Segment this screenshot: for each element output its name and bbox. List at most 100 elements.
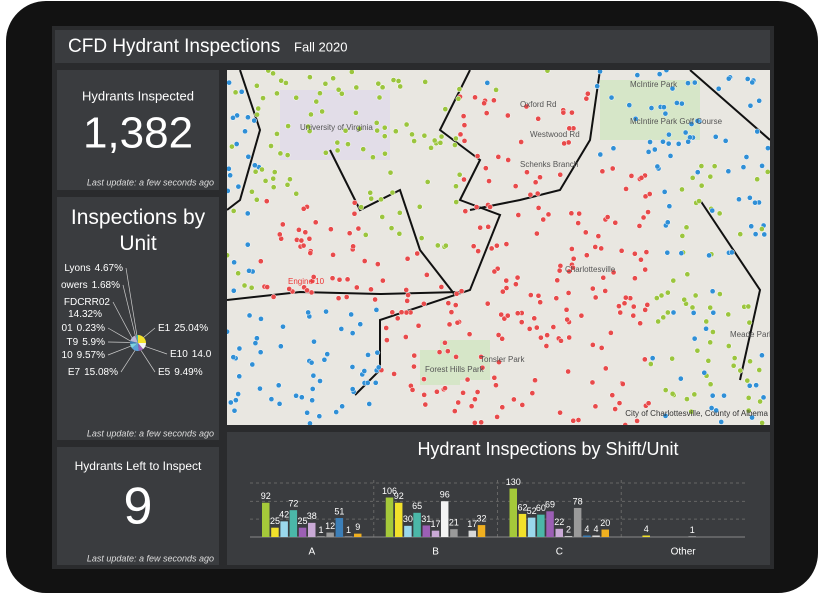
hydrant-point	[662, 387, 669, 393]
hydrant-point	[674, 100, 680, 106]
hydrant-point	[423, 272, 430, 278]
hydrant-point	[679, 233, 686, 239]
bar-label: 21	[449, 518, 459, 528]
hydrant-point	[646, 191, 653, 197]
hydrant-point	[391, 371, 397, 377]
hydrant-point	[592, 294, 599, 301]
hydrant-point	[334, 139, 341, 146]
pie-title-line: Unit	[119, 232, 157, 255]
hydrant-point	[486, 178, 492, 184]
hydrant-point	[249, 188, 255, 195]
hydrant-point	[604, 214, 611, 220]
hydrant-point	[468, 403, 475, 410]
hydrant-point	[725, 75, 732, 82]
pie-slice	[130, 343, 138, 349]
hydrant-point	[744, 377, 751, 384]
hydrant-point	[754, 128, 761, 135]
hydrant-point	[460, 389, 466, 396]
hydrant-point	[264, 284, 271, 290]
map-label: Charlottesville	[565, 265, 616, 274]
hydrant-point	[708, 405, 715, 411]
bar	[298, 527, 307, 537]
hydrant-point	[679, 100, 685, 107]
bar-panel	[227, 432, 770, 565]
hydrant-point	[384, 337, 390, 343]
hydrant-point	[638, 256, 644, 263]
hydrant-point	[456, 171, 463, 178]
hydrant-point	[353, 109, 359, 116]
bar-label: 25	[270, 516, 280, 526]
hydrant-point	[494, 242, 500, 249]
hydrant-point	[667, 153, 674, 159]
hydrant-point	[351, 199, 358, 206]
bar-label: 51	[334, 506, 344, 516]
hydrant-point	[599, 168, 606, 175]
hydrant-point	[569, 109, 575, 116]
hydrant-point	[749, 79, 756, 86]
hydrant-point	[395, 78, 402, 84]
hydrant-point	[641, 356, 648, 363]
pie-panel	[57, 197, 219, 440]
hydrant-point	[645, 149, 652, 155]
hydrant-point	[608, 330, 614, 336]
hydrant-point	[390, 77, 397, 83]
hydrant-point	[324, 351, 331, 357]
hydrant-point	[653, 295, 660, 301]
hydrant-point	[688, 408, 695, 415]
indicator-footer: Last update: a few seconds ago	[87, 177, 214, 187]
hydrant-point	[329, 275, 336, 282]
hydrant-point	[293, 94, 300, 101]
hydrant-point	[707, 304, 714, 311]
hydrant-point	[662, 110, 669, 117]
hydrant-point	[597, 70, 603, 75]
pie-label: E1 25.04%	[158, 323, 208, 334]
hydrant-point	[322, 149, 329, 156]
bar	[271, 527, 279, 537]
hydrant-point	[610, 269, 617, 276]
hydrant-point	[616, 303, 622, 309]
pie-label-name: 01	[62, 323, 74, 334]
hydrant-point	[594, 83, 601, 90]
hydrant-point	[236, 345, 243, 352]
hydrant-point	[731, 355, 738, 361]
hydrant-point	[362, 232, 369, 238]
hydrant-point	[379, 84, 386, 91]
hydrant-point	[293, 190, 300, 197]
hydrant-point	[254, 111, 260, 118]
hydrant-point	[298, 394, 305, 401]
hydrant-point	[453, 354, 459, 360]
hydrant-point	[453, 183, 459, 190]
hydrant-point	[231, 407, 238, 414]
hydrant-point	[759, 163, 765, 169]
hydrant-point	[271, 169, 278, 175]
hydrant-point	[404, 255, 411, 262]
hydrant-point	[515, 212, 522, 218]
hydrant-point	[343, 294, 350, 300]
indicator-title: Hydrants Left to Inspect	[75, 459, 202, 473]
hydrant-point	[265, 70, 272, 74]
hydrant-point	[483, 110, 490, 116]
leader-line	[140, 350, 156, 373]
hydrant-point	[550, 324, 557, 330]
pie-slice	[131, 343, 139, 351]
hydrant-point	[389, 189, 396, 196]
hydrant-point	[634, 72, 641, 78]
hydrant-point	[375, 364, 382, 371]
hydrant-point	[709, 288, 716, 295]
hydrant-point	[608, 94, 615, 101]
hydrant-point	[764, 169, 770, 175]
leader-line	[122, 284, 136, 336]
bar-label: 60	[536, 503, 546, 513]
hydrant-point	[307, 74, 313, 81]
hydrant-point	[252, 162, 258, 169]
hydrant-point	[338, 326, 345, 332]
hydrant-point	[298, 237, 305, 244]
hydrant-point	[368, 286, 374, 293]
hydrant-point	[554, 277, 561, 284]
pie-label-value: 9.49%	[174, 367, 202, 378]
hydrant-point	[665, 140, 672, 147]
hydrant-point	[477, 224, 483, 231]
hydrant-point	[566, 125, 573, 132]
hydrant-point	[689, 175, 696, 181]
hydrant-point	[472, 396, 478, 403]
